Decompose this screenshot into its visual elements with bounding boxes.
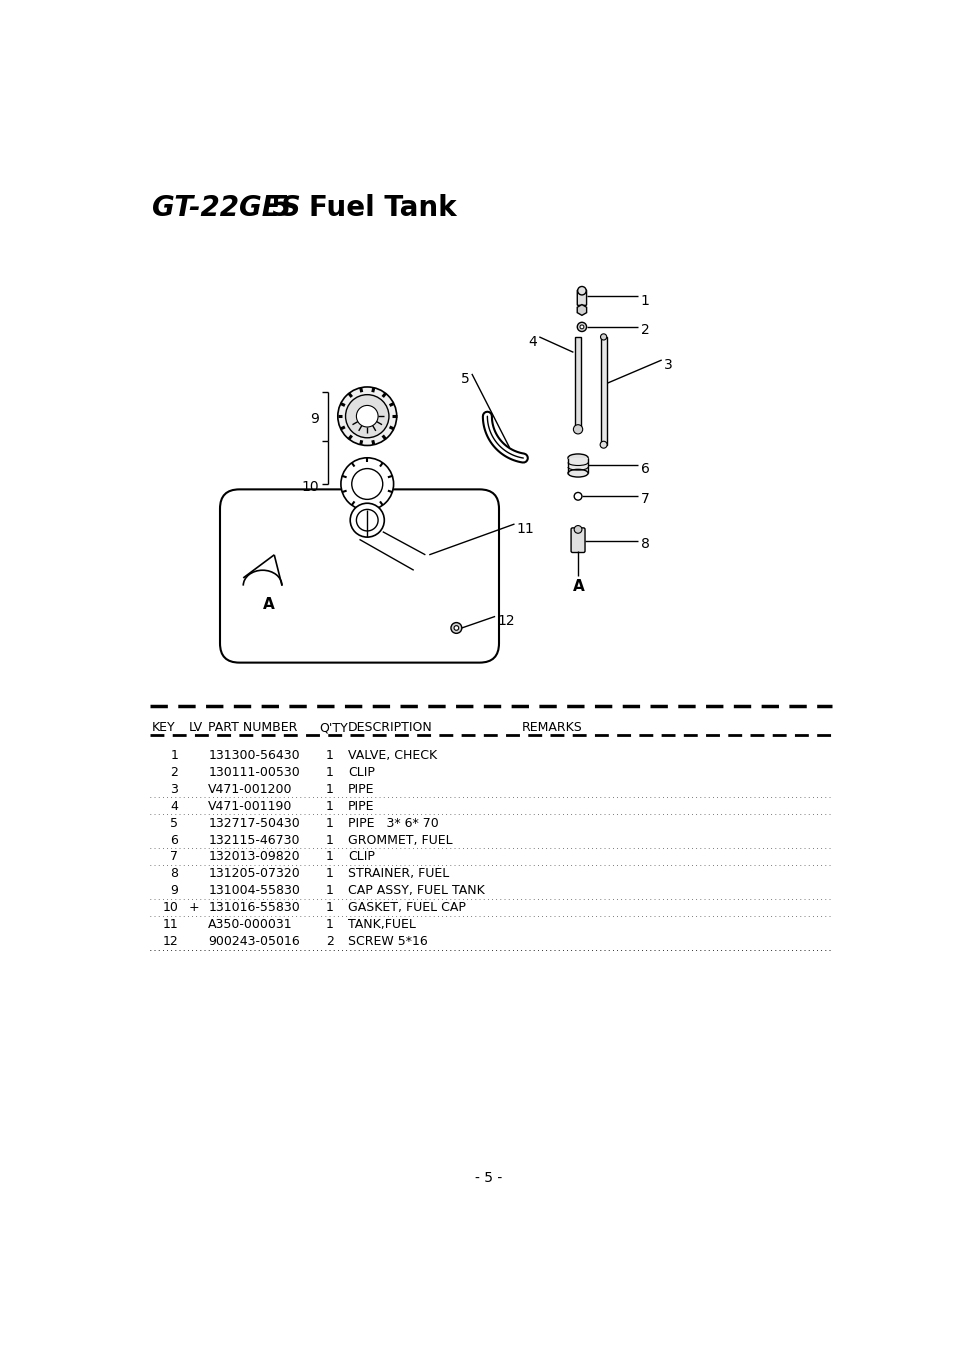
Text: DESCRIPTION: DESCRIPTION bbox=[348, 721, 432, 734]
Text: 900243-05016: 900243-05016 bbox=[208, 935, 300, 948]
Text: PIPE: PIPE bbox=[348, 782, 374, 796]
Circle shape bbox=[599, 334, 606, 340]
Text: 11: 11 bbox=[517, 521, 534, 536]
Bar bbox=[567, 458, 587, 473]
Circle shape bbox=[451, 623, 461, 634]
Text: 9: 9 bbox=[310, 412, 319, 427]
Ellipse shape bbox=[567, 469, 587, 477]
Text: A: A bbox=[262, 597, 274, 612]
Text: V471-001200: V471-001200 bbox=[208, 782, 293, 796]
Text: 8: 8 bbox=[170, 867, 178, 881]
Text: 1: 1 bbox=[326, 867, 334, 881]
Text: PART NUMBER: PART NUMBER bbox=[208, 721, 297, 734]
Ellipse shape bbox=[567, 454, 587, 462]
Text: STRAINER, FUEL: STRAINER, FUEL bbox=[348, 867, 449, 881]
Circle shape bbox=[352, 469, 382, 500]
Text: CLIP: CLIP bbox=[348, 851, 375, 863]
Bar bbox=[575, 336, 580, 430]
FancyBboxPatch shape bbox=[577, 290, 586, 305]
Text: 10: 10 bbox=[162, 901, 178, 915]
Text: 130111-00530: 130111-00530 bbox=[208, 766, 300, 778]
Text: 131004-55830: 131004-55830 bbox=[208, 885, 300, 897]
Text: 2: 2 bbox=[326, 935, 334, 948]
Text: PIPE   3* 6* 70: PIPE 3* 6* 70 bbox=[348, 816, 438, 830]
Circle shape bbox=[340, 458, 394, 511]
Text: 3: 3 bbox=[663, 358, 672, 372]
Text: 5: 5 bbox=[270, 195, 290, 223]
Text: 132013-09820: 132013-09820 bbox=[208, 851, 299, 863]
Text: 1: 1 bbox=[326, 816, 334, 830]
Circle shape bbox=[337, 386, 396, 446]
Text: SCREW 5*16: SCREW 5*16 bbox=[348, 935, 427, 948]
Text: VALVE, CHECK: VALVE, CHECK bbox=[348, 748, 436, 762]
Text: 7: 7 bbox=[640, 493, 649, 507]
Circle shape bbox=[573, 424, 582, 434]
Text: 131016-55830: 131016-55830 bbox=[208, 901, 300, 915]
Text: CLIP: CLIP bbox=[348, 766, 375, 778]
Text: 5: 5 bbox=[170, 816, 178, 830]
Text: 12: 12 bbox=[497, 615, 515, 628]
Text: 2: 2 bbox=[640, 323, 649, 336]
Text: 6: 6 bbox=[170, 834, 178, 847]
Text: 131205-07320: 131205-07320 bbox=[208, 867, 300, 881]
Text: 1: 1 bbox=[326, 800, 334, 813]
Text: A350-000031: A350-000031 bbox=[208, 919, 293, 931]
Text: 6: 6 bbox=[640, 462, 649, 477]
Text: V471-001190: V471-001190 bbox=[208, 800, 293, 813]
Text: 3: 3 bbox=[170, 782, 178, 796]
Text: 131300-56430: 131300-56430 bbox=[208, 748, 299, 762]
Text: 1: 1 bbox=[326, 919, 334, 931]
Text: 1: 1 bbox=[640, 293, 649, 308]
Circle shape bbox=[579, 326, 583, 328]
Circle shape bbox=[599, 442, 606, 449]
FancyBboxPatch shape bbox=[571, 528, 584, 553]
Text: GROMMET, FUEL: GROMMET, FUEL bbox=[348, 834, 452, 847]
Circle shape bbox=[578, 286, 585, 295]
Text: 132115-46730: 132115-46730 bbox=[208, 834, 299, 847]
Circle shape bbox=[356, 509, 377, 531]
Text: PIPE: PIPE bbox=[348, 800, 374, 813]
Bar bbox=[599, 336, 606, 444]
Text: 1: 1 bbox=[326, 766, 334, 778]
Circle shape bbox=[345, 394, 389, 438]
Circle shape bbox=[574, 493, 581, 500]
Text: REMARKS: REMARKS bbox=[521, 721, 582, 734]
Text: CAP ASSY, FUEL TANK: CAP ASSY, FUEL TANK bbox=[348, 885, 484, 897]
Text: LV: LV bbox=[189, 721, 203, 734]
Text: 1: 1 bbox=[326, 901, 334, 915]
Text: 1: 1 bbox=[326, 748, 334, 762]
Text: +: + bbox=[188, 901, 199, 915]
Text: 1: 1 bbox=[326, 834, 334, 847]
Text: - 5 -: - 5 - bbox=[475, 1171, 502, 1185]
Text: 1: 1 bbox=[326, 782, 334, 796]
Text: Q'TY: Q'TY bbox=[319, 721, 348, 734]
Text: 1: 1 bbox=[170, 748, 178, 762]
Text: GT-22GES: GT-22GES bbox=[152, 195, 300, 223]
Circle shape bbox=[350, 503, 384, 538]
Circle shape bbox=[454, 626, 458, 631]
Circle shape bbox=[356, 405, 377, 427]
Text: 11: 11 bbox=[162, 919, 178, 931]
Text: KEY: KEY bbox=[152, 721, 175, 734]
Text: Fuel Tank: Fuel Tank bbox=[309, 195, 456, 223]
Text: 4: 4 bbox=[170, 800, 178, 813]
Text: 8: 8 bbox=[640, 538, 649, 551]
Text: 7: 7 bbox=[170, 851, 178, 863]
Text: TANK,FUEL: TANK,FUEL bbox=[348, 919, 416, 931]
Text: 12: 12 bbox=[162, 935, 178, 948]
Text: 2: 2 bbox=[170, 766, 178, 778]
Text: GASKET, FUEL CAP: GASKET, FUEL CAP bbox=[348, 901, 465, 915]
Text: 10: 10 bbox=[301, 480, 319, 494]
Text: 1: 1 bbox=[326, 851, 334, 863]
FancyBboxPatch shape bbox=[220, 489, 498, 662]
Text: 9: 9 bbox=[170, 885, 178, 897]
Circle shape bbox=[574, 526, 581, 534]
Text: 5: 5 bbox=[460, 372, 469, 385]
Circle shape bbox=[577, 323, 586, 331]
Text: A: A bbox=[572, 580, 584, 594]
Text: 4: 4 bbox=[528, 335, 537, 349]
Text: 132717-50430: 132717-50430 bbox=[208, 816, 300, 830]
Text: 1: 1 bbox=[326, 885, 334, 897]
